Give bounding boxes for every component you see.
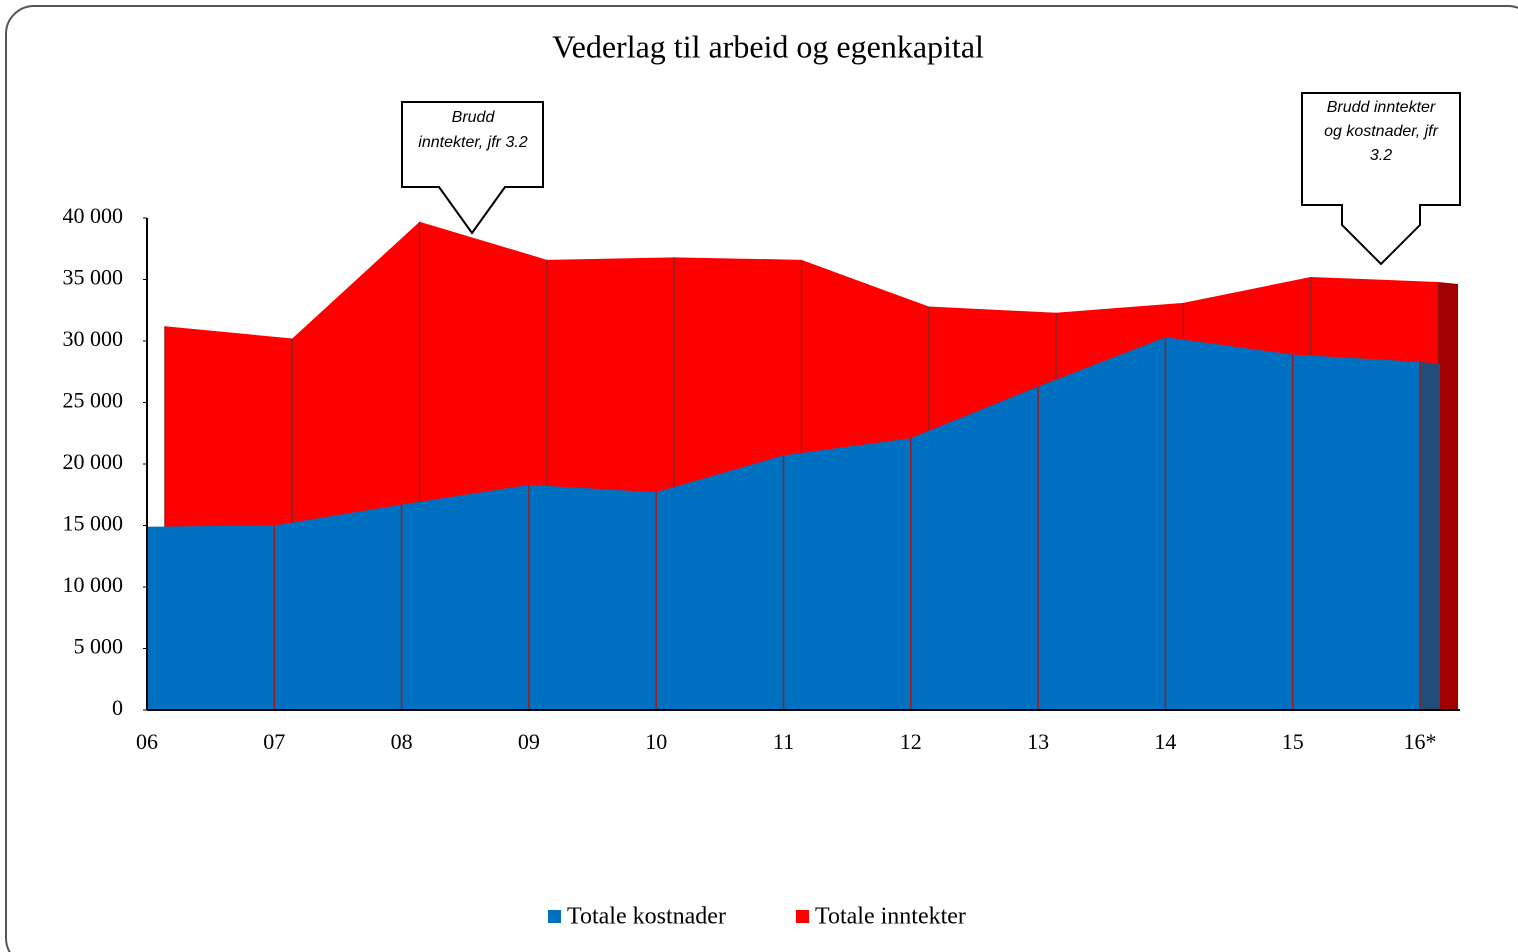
plot: 0 5 000 10 000 15 000 20 000 25 000 30 000 35 0… xyxy=(63,203,1460,930)
x-tick-label: 06 xyxy=(136,729,158,754)
callout-text: Brudd inntekter xyxy=(1327,99,1436,116)
legend-swatch xyxy=(548,910,561,923)
callout-text: inntekter, jfr 3.2 xyxy=(418,134,527,151)
legend-swatch xyxy=(796,910,809,923)
x-tick-label: 13 xyxy=(1027,729,1049,754)
legend-label: Totale inntekter xyxy=(815,904,966,930)
area-side xyxy=(1438,281,1458,710)
x-tick-label: 15 xyxy=(1282,729,1304,754)
x-tick-label: 09 xyxy=(518,729,540,754)
callout-text: og kostnader, jfr xyxy=(1324,123,1439,140)
x-tick-label: 12 xyxy=(900,729,922,754)
x-tick-label: 07 xyxy=(263,729,285,754)
callout: Brudd inntekter, jfr 3.2 xyxy=(401,101,544,235)
x-tick-label: 11 xyxy=(773,729,794,754)
y-tick-label: 0 xyxy=(112,695,123,720)
x-tick-label: 08 xyxy=(391,729,413,754)
y-tick-label: 15 000 xyxy=(63,511,124,536)
legend-item: Totale kostnader xyxy=(548,904,726,930)
area-side xyxy=(1420,361,1440,710)
y-tick-label: 35 000 xyxy=(63,265,124,290)
y-tick-label: 40 000 xyxy=(63,203,124,228)
x-tick-label: 14 xyxy=(1154,729,1176,754)
callout: Brudd inntekter og kostnader, jfr 3.2 xyxy=(1301,92,1461,266)
y-tick-label: 10 000 xyxy=(63,572,124,597)
legend-label: Totale kostnader xyxy=(567,904,726,930)
x-tick-label: 10 xyxy=(645,729,667,754)
callout-text: Brudd xyxy=(452,109,496,126)
x-tick-label: 16* xyxy=(1404,729,1437,754)
callout-text: 3.2 xyxy=(1370,147,1392,164)
y-tick-label: 25 000 xyxy=(63,388,124,413)
callout-shape xyxy=(401,101,544,235)
legend-item: Totale inntekter xyxy=(796,904,966,930)
chart-title: Vederlag til arbeid og egenkapital xyxy=(552,28,984,64)
y-tick-label: 5 000 xyxy=(74,634,124,659)
y-tick-label: 20 000 xyxy=(63,449,124,474)
callout-shape xyxy=(1301,92,1461,266)
y-tick-label: 30 000 xyxy=(63,326,124,351)
